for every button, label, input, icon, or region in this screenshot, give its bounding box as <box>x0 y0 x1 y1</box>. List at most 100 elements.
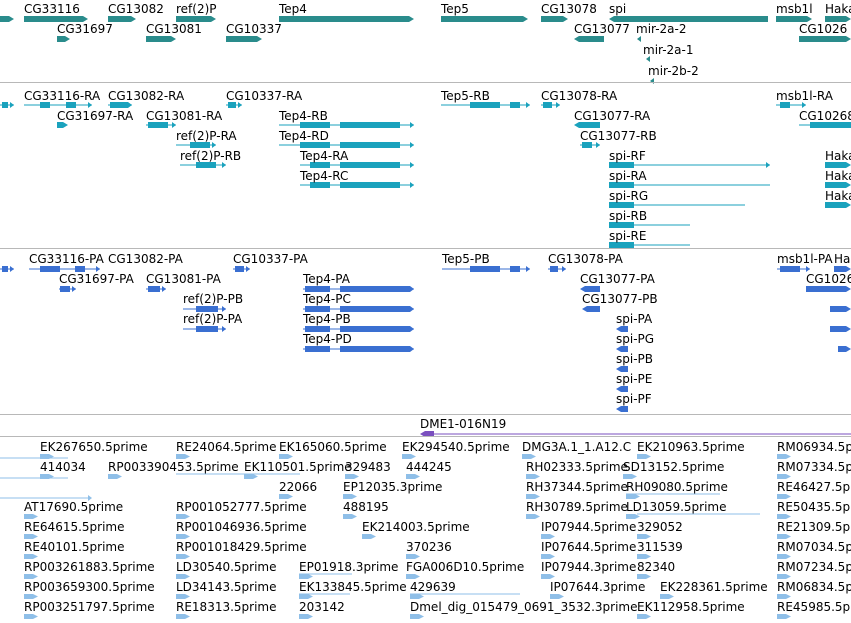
est-label[interactable]: EK267650.5prime <box>40 440 148 454</box>
transcript-label[interactable]: CG10268 <box>799 109 851 123</box>
transcript-label[interactable]: Haka <box>825 169 851 183</box>
protein-label[interactable]: CG31697-PA <box>59 272 134 286</box>
protein-label[interactable]: Tep4-PC <box>303 292 351 306</box>
transcript-label[interactable]: Haka <box>825 149 851 163</box>
transcript-label[interactable]: ref(2)P-RB <box>180 149 242 163</box>
protein-label[interactable]: CG10337-PA <box>233 252 308 266</box>
est-label[interactable]: EK133845.5prime <box>299 580 407 594</box>
est-label[interactable]: RH09080.5prime <box>626 480 728 494</box>
transcript-label[interactable]: Haka <box>825 189 851 203</box>
est-label[interactable]: 329483 <box>345 460 391 474</box>
transcript-label[interactable]: CG13081-RA <box>146 109 223 123</box>
protein-label[interactable]: spi-PF <box>616 392 652 406</box>
est-label[interactable]: 329052 <box>637 520 683 534</box>
est-label[interactable]: LD13059.5prime <box>626 500 727 514</box>
est-label[interactable]: RE40101.5prime <box>24 540 125 554</box>
protein-label[interactable]: spi-PA <box>616 312 653 326</box>
gene-label[interactable]: msb1l <box>776 2 813 16</box>
gene-label[interactable]: spi <box>609 2 627 16</box>
est-label[interactable]: EP12035.3prime <box>343 480 443 494</box>
gene-label[interactable]: CG13078 <box>541 2 597 16</box>
est-label[interactable]: 311539 <box>637 540 683 554</box>
est-label[interactable]: 203142 <box>299 600 345 614</box>
protein-label[interactable]: CG13078-PA <box>548 252 623 266</box>
est-label[interactable]: RE64615.5prime <box>24 520 125 534</box>
protein-label[interactable]: Tep4-PD <box>303 332 352 346</box>
est-label[interactable]: RM07034.5p <box>777 540 851 554</box>
protein-label[interactable]: Tep4-PA <box>303 272 350 286</box>
gene-label[interactable]: CG13082 <box>108 2 164 16</box>
est-label[interactable]: RM07234.5p <box>777 560 851 574</box>
est-label[interactable]: SD13152.5prime <box>623 460 725 474</box>
est-label[interactable]: EK214003.5prime <box>362 520 470 534</box>
transcript-label[interactable]: CG13082-RA <box>108 89 185 103</box>
protein-label[interactable]: ref(2)P-PB <box>183 292 244 306</box>
est-label[interactable]: IP07644.5prime <box>541 540 637 554</box>
gene-label[interactable]: Tep4 <box>279 2 307 16</box>
est-label[interactable]: RM06834.5p <box>777 580 851 594</box>
est-label[interactable]: RH30789.5prime <box>526 500 628 514</box>
gene-label[interactable]: CG1026 <box>799 22 848 36</box>
protein-label[interactable]: CG33116-PA <box>29 252 104 266</box>
transcript-label[interactable]: Tep4-RD <box>279 129 329 143</box>
transcript-label[interactable]: CG13077-RB <box>580 129 657 143</box>
transcript-label[interactable]: Tep5-RB <box>441 89 490 103</box>
est-label[interactable]: Dmel_dig_015479_0691_3532.3prime <box>410 600 638 614</box>
clone-label[interactable]: DME1-016N19 <box>420 417 507 431</box>
est-label[interactable]: RE21309.5p <box>777 520 851 534</box>
transcript-label[interactable]: CG33116-RA <box>24 89 101 103</box>
est-label[interactable]: EK112958.5prime <box>637 600 745 614</box>
protein-label[interactable]: CG1026 <box>806 272 851 286</box>
est-label[interactable]: LD30540.5prime <box>176 560 277 574</box>
est-label[interactable]: EK110501.5prime <box>244 460 352 474</box>
protein-label[interactable]: CG13077-PA <box>580 272 655 286</box>
est-label[interactable]: DMG3A.1_1.A12.C <box>522 440 632 454</box>
transcript-label[interactable]: CG31697-RA <box>57 109 134 123</box>
est-label[interactable]: 370236 <box>406 540 452 554</box>
gene-label[interactable]: ref(2)P <box>176 2 217 16</box>
transcript-label[interactable]: spi-RE <box>609 229 647 243</box>
gene-label[interactable]: CG10337 <box>226 22 282 36</box>
est-label[interactable]: RH37344.5prime <box>526 480 628 494</box>
transcript-label[interactable]: msb1l-RA <box>776 89 833 103</box>
est-label[interactable]: 444245 <box>406 460 452 474</box>
est-label[interactable]: RE46427.5p <box>777 480 851 494</box>
est-label[interactable]: RM07334.5p <box>777 460 851 474</box>
est-label[interactable]: RP003251797.5prime <box>24 600 155 614</box>
est-label[interactable]: EK210963.5prime <box>637 440 745 454</box>
protein-label[interactable]: CG13082-PA <box>108 252 183 266</box>
protein-label[interactable]: Tep4-PB <box>303 312 351 326</box>
transcript-label[interactable]: Tep4-RB <box>279 109 328 123</box>
protein-label[interactable]: msb1l-PA <box>777 252 833 266</box>
est-label[interactable]: EP01918.3prime <box>299 560 399 574</box>
transcript-label[interactable]: Tep4-RA <box>300 149 349 163</box>
gene-label[interactable]: mir-2a-2 <box>636 22 687 36</box>
est-label[interactable]: AT17690.5prime <box>24 500 124 514</box>
est-label[interactable]: FGA006D10.5prime <box>406 560 525 574</box>
est-label[interactable]: RH02333.5prime <box>526 460 628 474</box>
protein-label[interactable]: spi-PE <box>616 372 653 386</box>
gene-label[interactable]: CG13077 <box>574 22 630 36</box>
est-label[interactable]: LD34143.5prime <box>176 580 277 594</box>
est-label[interactable]: IP07944.3prime <box>541 560 637 574</box>
protein-label[interactable]: ref(2)P-PA <box>183 312 243 326</box>
transcript-label[interactable]: spi-RF <box>609 149 646 163</box>
est-label[interactable]: 429639 <box>410 580 456 594</box>
est-label[interactable]: RM06934.5p <box>777 440 851 454</box>
est-label[interactable]: RP003659300.5prime <box>24 580 155 594</box>
protein-label[interactable]: Ha <box>834 252 851 266</box>
gene-label[interactable]: CG13081 <box>146 22 202 36</box>
est-label[interactable]: RP001018429.5prime <box>176 540 307 554</box>
gene-label[interactable]: Haka <box>825 2 851 16</box>
gene-label[interactable]: CG33116 <box>24 2 80 16</box>
est-label[interactable]: 488195 <box>343 500 389 514</box>
protein-label[interactable]: CG13081-PA <box>146 272 221 286</box>
transcript-label[interactable]: spi-RB <box>609 209 648 223</box>
transcript-label[interactable]: CG13078-RA <box>541 89 618 103</box>
transcript-label[interactable]: CG10337-RA <box>226 89 303 103</box>
protein-label[interactable]: spi-PG <box>616 332 655 346</box>
transcript-label[interactable]: spi-RA <box>609 169 647 183</box>
transcript-label[interactable]: spi-RG <box>609 189 649 203</box>
gene-label[interactable]: mir-2b-2 <box>648 64 699 78</box>
est-label[interactable]: EK165060.5prime <box>279 440 387 454</box>
